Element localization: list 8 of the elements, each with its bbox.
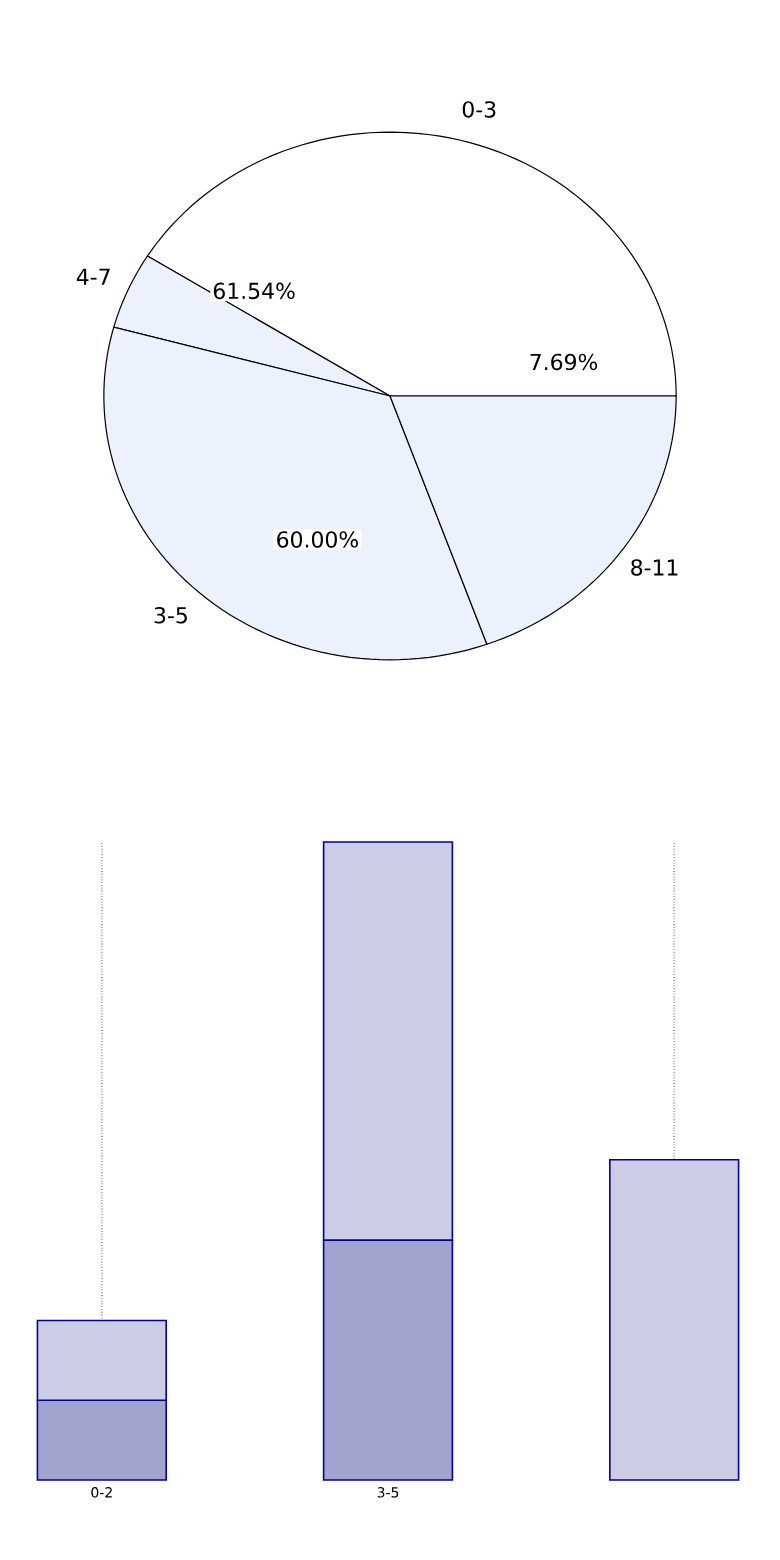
slice-label: 3-5	[154, 606, 187, 624]
text: 7.69%	[530, 353, 598, 371]
text: 60.00%	[277, 531, 358, 548]
slice-label: 4-7	[76, 268, 110, 285]
slice-label: 0-3	[462, 101, 496, 118]
text: 61.54%	[213, 282, 295, 300]
bar	[609, 1158, 740, 1481]
slice-label: 8-11	[631, 559, 678, 576]
